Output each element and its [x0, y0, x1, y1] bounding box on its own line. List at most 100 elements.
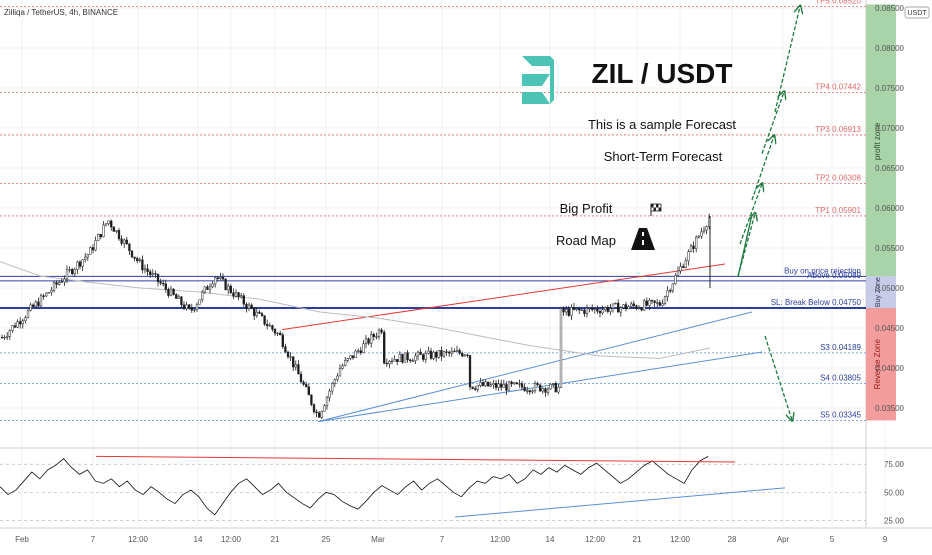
candle-body	[432, 351, 435, 359]
road-icon	[631, 228, 655, 250]
candle-body	[211, 283, 214, 288]
candle-body	[580, 309, 583, 311]
candle-body	[344, 360, 347, 366]
candle-body	[588, 307, 591, 310]
red-trendline	[281, 263, 726, 331]
candle-body	[619, 307, 622, 313]
levels-layer: TP5 0.08520 TP4 0.07442 TP3 0.06913 TP2 0.0…	[0, 0, 866, 421]
candle-body	[453, 350, 456, 353]
logo-bar-top	[522, 56, 550, 66]
candle-body	[136, 258, 139, 261]
candle-body	[29, 304, 32, 311]
candle-body	[266, 323, 269, 326]
road-mark-2	[642, 240, 644, 245]
candle-body	[42, 295, 45, 297]
candle-body	[666, 290, 669, 297]
forecast-arrows-layer	[737, 6, 800, 420]
candle-body	[648, 299, 651, 306]
candle-body	[346, 358, 349, 361]
candle-body	[419, 351, 422, 355]
candle-body	[523, 386, 526, 392]
candle-body	[240, 295, 243, 298]
candle-body	[206, 286, 209, 290]
level-label-8: S3 0.04189	[820, 343, 861, 352]
candle-body	[661, 303, 664, 306]
road-map-text: Road Map	[556, 233, 616, 248]
x-tick-label-1: 7	[91, 535, 96, 544]
candle-body	[497, 383, 500, 388]
candle-body	[8, 330, 11, 337]
candle-body	[188, 304, 191, 309]
y-tick-label-0: 0.08500	[875, 4, 904, 13]
candle-body	[354, 350, 357, 358]
x-tick-label-6: 25	[322, 535, 331, 544]
candle-body	[310, 394, 313, 405]
candle-body	[130, 250, 134, 258]
level-label-7: SL: Break Below 0.04750	[771, 298, 862, 307]
candle-body	[403, 352, 407, 363]
candle-body	[99, 233, 102, 238]
candle-body	[637, 307, 641, 310]
candle-body	[104, 223, 108, 226]
rsi-tick-label-2: 25.00	[884, 516, 905, 525]
logo-bar-bot	[522, 92, 550, 104]
candle-body	[507, 381, 511, 391]
candle-body	[684, 260, 687, 268]
candle-body	[596, 308, 599, 312]
candle-body	[169, 288, 173, 296]
candle-body	[208, 286, 212, 290]
candle-body	[284, 346, 287, 353]
candle-body	[559, 308, 563, 388]
candle-body	[156, 273, 160, 283]
candle-body	[409, 359, 412, 361]
forecast-up-arrow-1	[739, 184, 762, 245]
currency-badge: USDT	[907, 10, 927, 17]
candle-body	[247, 304, 251, 309]
candle-body	[112, 226, 115, 232]
candle-body	[510, 381, 513, 385]
candle-body	[333, 379, 336, 384]
candle-body	[151, 273, 154, 275]
candle-body	[609, 308, 612, 312]
y-tick-label-3: 0.07000	[875, 124, 904, 133]
x-tick-label-10: 14	[546, 535, 555, 544]
candle-body	[164, 283, 167, 290]
candle-body	[289, 356, 292, 358]
candle-body	[448, 351, 451, 354]
candle-body	[518, 383, 521, 385]
candle-body	[336, 375, 339, 380]
candle-body	[97, 233, 100, 241]
candle-body	[201, 291, 204, 301]
candle-body	[643, 300, 646, 311]
level-label-6: Above 0.05089	[807, 271, 861, 280]
candle-body	[154, 273, 157, 275]
candle-body	[627, 306, 630, 310]
zones-layer: profit zone Buy Zone Reverse Zone	[866, 4, 896, 421]
rsi-red-trendline	[95, 455, 736, 463]
candle-body	[198, 299, 201, 305]
x-tick-label-13: 12:00	[670, 535, 691, 544]
level-label-0: TP5 0.08520	[815, 0, 861, 5]
candle-body	[575, 308, 578, 310]
flag-check	[653, 207, 656, 211]
profit-zone-label: profit zone	[873, 122, 882, 160]
rsi-layer	[0, 455, 866, 521]
candle-body	[372, 334, 375, 337]
candle-body	[484, 381, 487, 387]
candle-body	[180, 296, 183, 306]
candle-body	[255, 311, 258, 316]
candle-body	[224, 278, 227, 291]
road-mark-1	[642, 232, 644, 236]
candle-body	[34, 301, 37, 307]
candle-body	[682, 266, 685, 268]
candle-body	[567, 309, 570, 316]
candle-body	[528, 390, 531, 393]
candle-body	[695, 236, 698, 249]
candle-body	[598, 311, 602, 314]
profit-zone	[866, 4, 896, 277]
y-tick-label-9: 0.04000	[875, 364, 904, 373]
candle-body	[268, 325, 271, 327]
candle-body	[159, 281, 162, 284]
